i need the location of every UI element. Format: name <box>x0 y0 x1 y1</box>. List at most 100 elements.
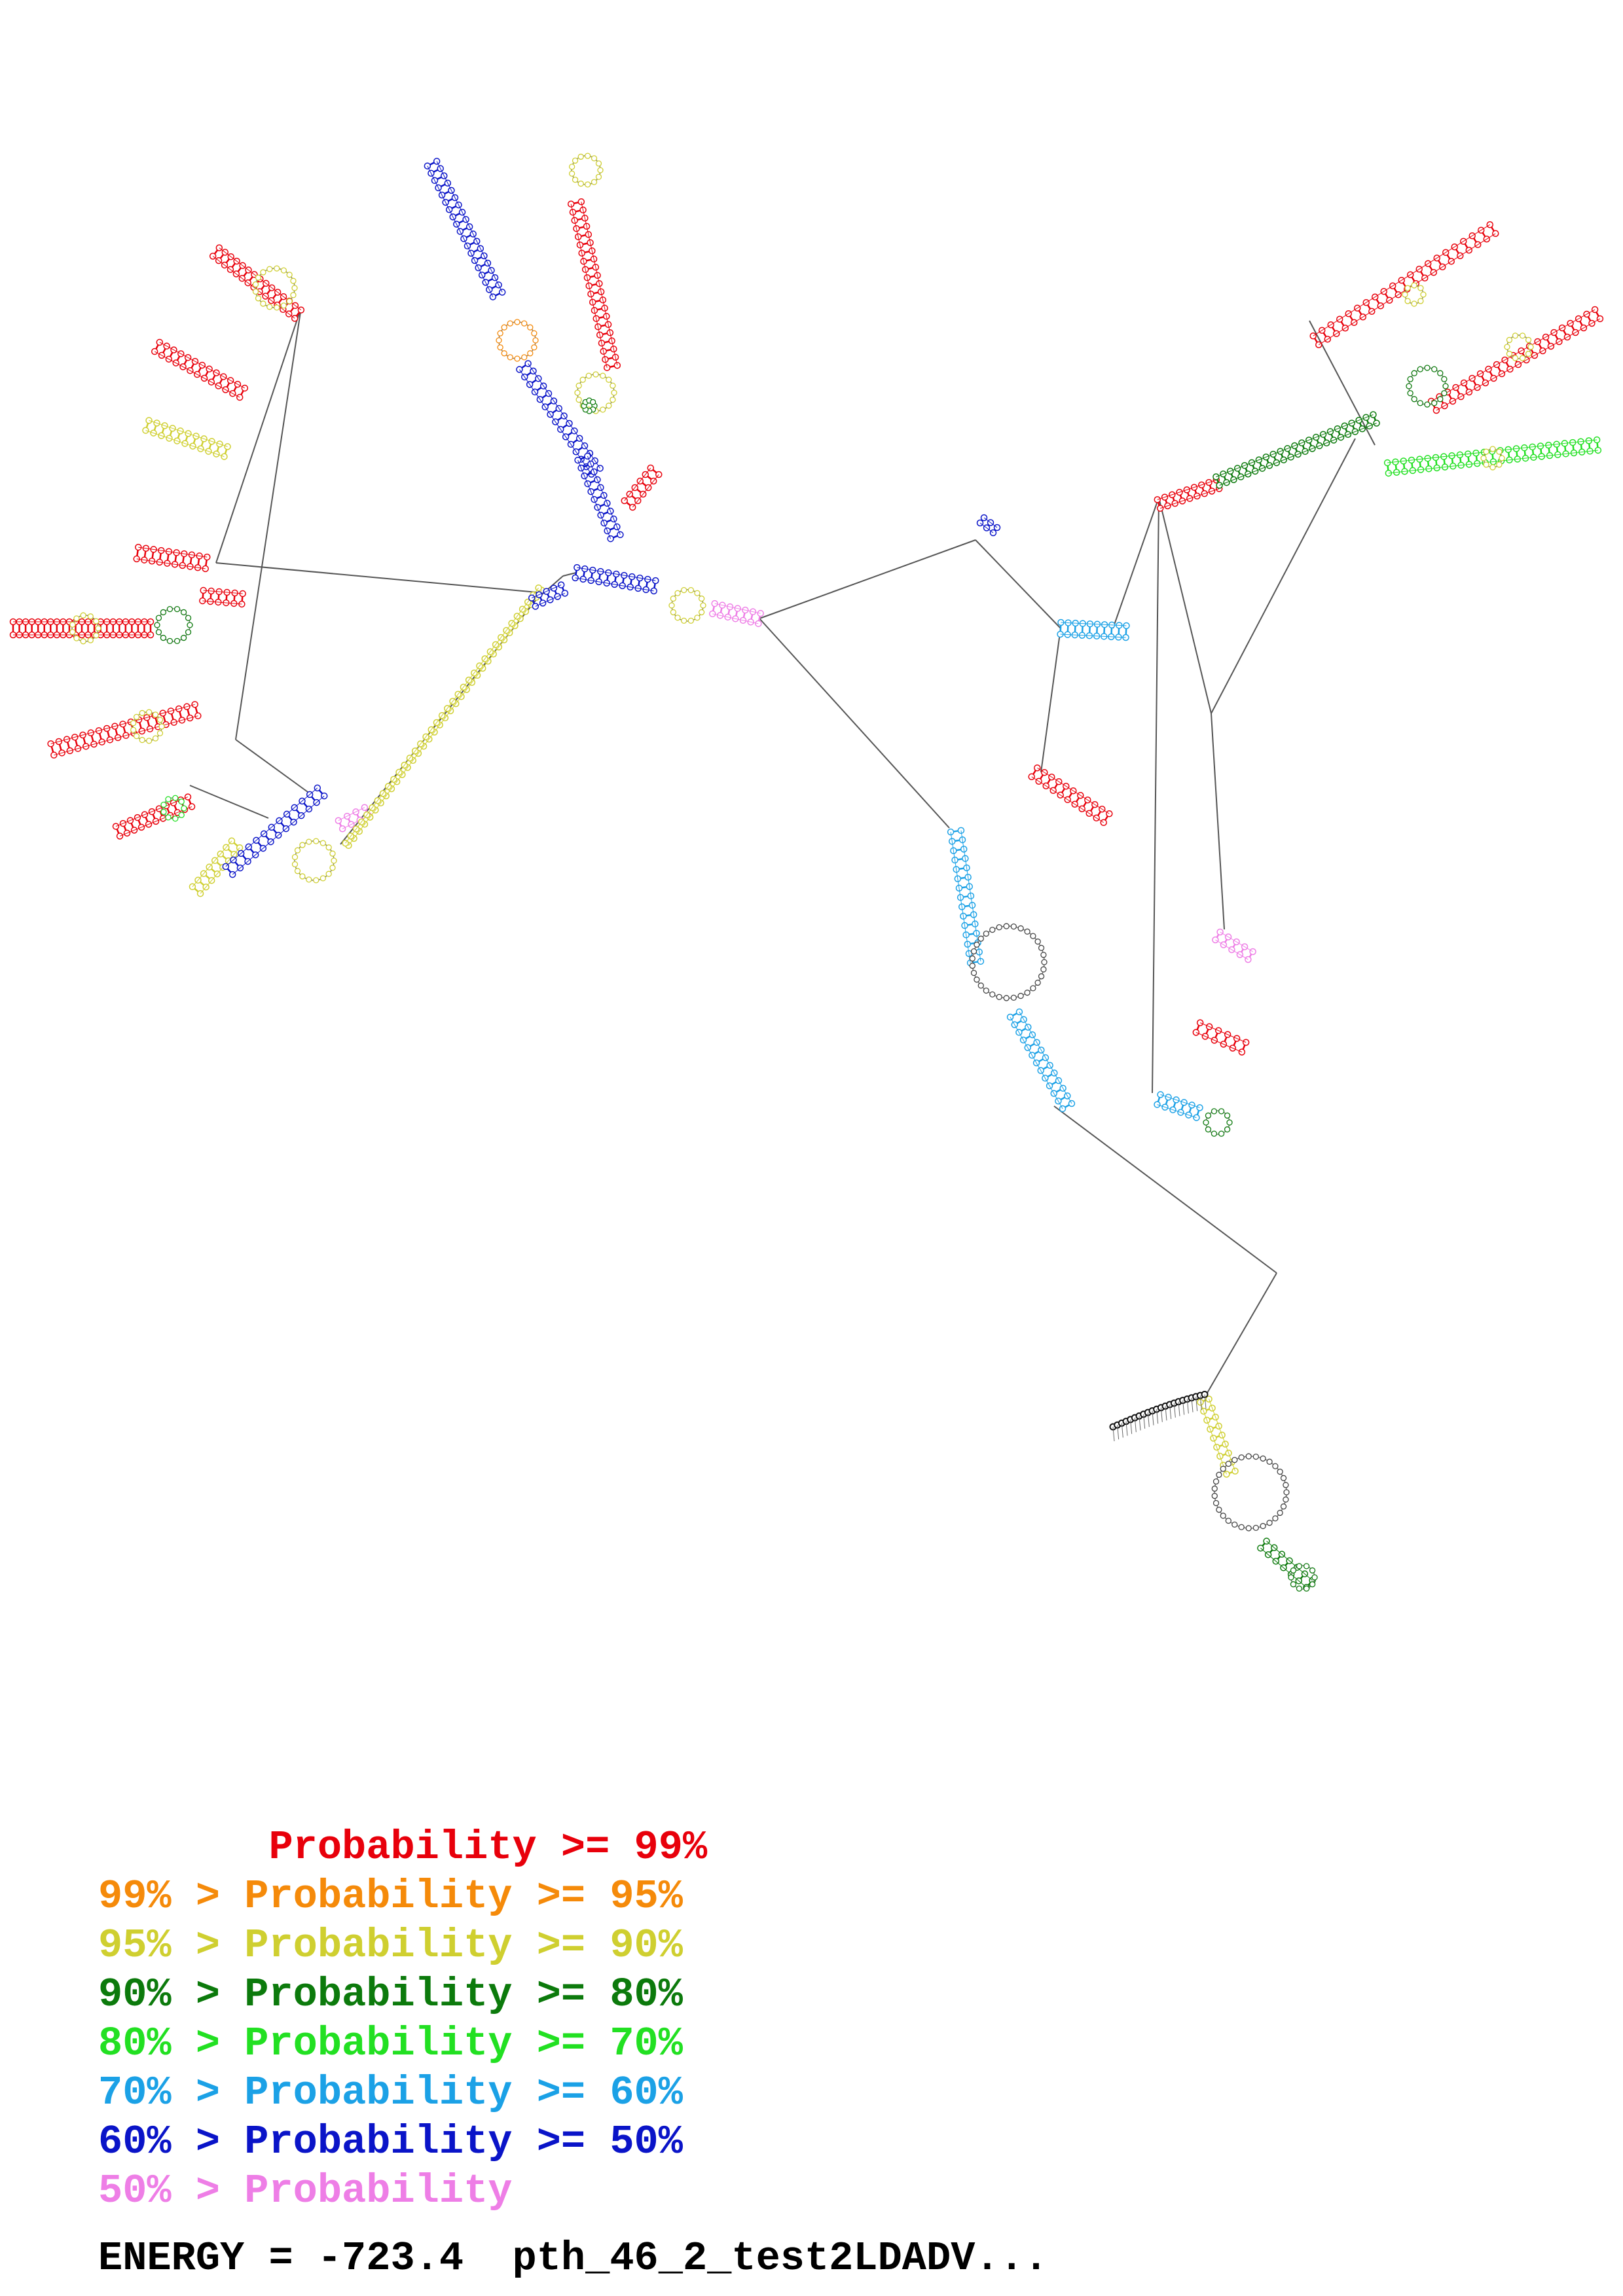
base <box>1205 1126 1212 1133</box>
base <box>133 732 140 740</box>
base <box>1040 952 1047 958</box>
strand <box>1313 224 1491 336</box>
base <box>319 840 327 846</box>
base <box>1288 1574 1294 1581</box>
base <box>532 337 539 344</box>
base <box>568 164 575 170</box>
base <box>1296 1585 1303 1592</box>
strand <box>632 474 659 508</box>
base <box>1211 1485 1218 1492</box>
base <box>165 814 172 821</box>
helix <box>709 600 764 628</box>
base <box>290 278 297 284</box>
base-tick <box>1125 1421 1128 1436</box>
base <box>1277 1509 1283 1516</box>
base <box>1252 1453 1259 1460</box>
base <box>1216 1471 1222 1478</box>
helix <box>112 793 196 840</box>
base-tick <box>1191 1397 1194 1412</box>
backbone-segment <box>189 785 269 819</box>
backbone-segment <box>1211 438 1356 714</box>
loop <box>969 923 1048 1001</box>
helix <box>424 158 506 300</box>
base <box>1424 365 1431 371</box>
base <box>1211 1492 1218 1499</box>
base <box>514 355 520 362</box>
strand <box>1266 1541 1313 1581</box>
base <box>1203 1119 1209 1126</box>
base <box>319 875 327 882</box>
strand <box>436 161 503 293</box>
base-tick <box>1147 1412 1150 1427</box>
base <box>1437 370 1444 376</box>
base <box>501 350 507 357</box>
base <box>294 847 301 853</box>
backbone-lines <box>189 307 1376 1398</box>
strand <box>136 558 206 569</box>
strand <box>1160 488 1220 509</box>
base <box>165 796 172 802</box>
legend-entry: 50% > Probability <box>98 2168 513 2214</box>
base <box>1519 332 1526 339</box>
base <box>593 371 599 378</box>
base <box>1220 1513 1226 1519</box>
base <box>595 160 602 167</box>
backbone-segment <box>1112 497 1159 629</box>
base <box>1303 1585 1310 1592</box>
base <box>531 344 538 351</box>
helix <box>1154 476 1223 512</box>
strand <box>200 847 240 894</box>
base <box>1496 461 1503 468</box>
base <box>73 615 80 622</box>
base <box>1309 1567 1316 1574</box>
base <box>531 330 538 336</box>
base <box>69 628 76 636</box>
loop <box>1480 446 1505 471</box>
base <box>969 955 976 962</box>
base <box>181 805 187 812</box>
base <box>1225 1517 1231 1524</box>
strand <box>587 456 621 535</box>
base-tick <box>1199 1395 1202 1410</box>
base <box>1024 990 1030 996</box>
base <box>1504 344 1510 350</box>
base <box>1525 350 1532 357</box>
helix <box>151 338 249 401</box>
loop <box>1211 1453 1290 1532</box>
helix <box>1154 1091 1203 1121</box>
base <box>575 382 582 389</box>
base <box>166 637 173 645</box>
strand <box>119 806 192 836</box>
strand <box>427 166 494 297</box>
strand <box>624 467 651 501</box>
base <box>668 602 675 609</box>
base <box>606 403 612 409</box>
base-tick <box>1117 1425 1120 1440</box>
base <box>989 926 996 933</box>
loop <box>1203 1108 1233 1137</box>
base <box>1266 1458 1273 1465</box>
base <box>611 389 617 396</box>
strand <box>1220 931 1253 952</box>
helix <box>189 837 244 897</box>
base <box>977 982 984 989</box>
backbone-segment <box>759 618 950 829</box>
base <box>600 372 606 379</box>
base <box>155 629 162 636</box>
base <box>1527 344 1534 350</box>
base <box>1280 1475 1287 1481</box>
helix <box>1192 1019 1250 1056</box>
base <box>1411 300 1417 307</box>
base <box>575 397 582 403</box>
base <box>1309 1581 1316 1588</box>
strand <box>149 420 228 447</box>
helix <box>133 543 211 573</box>
base <box>527 324 534 331</box>
backbone-segment <box>1309 320 1376 446</box>
base <box>178 798 185 805</box>
base-tick <box>1134 1418 1137 1433</box>
loop <box>574 371 617 414</box>
backbone-segment <box>1204 1272 1277 1398</box>
loop <box>130 709 165 744</box>
base <box>80 638 86 645</box>
